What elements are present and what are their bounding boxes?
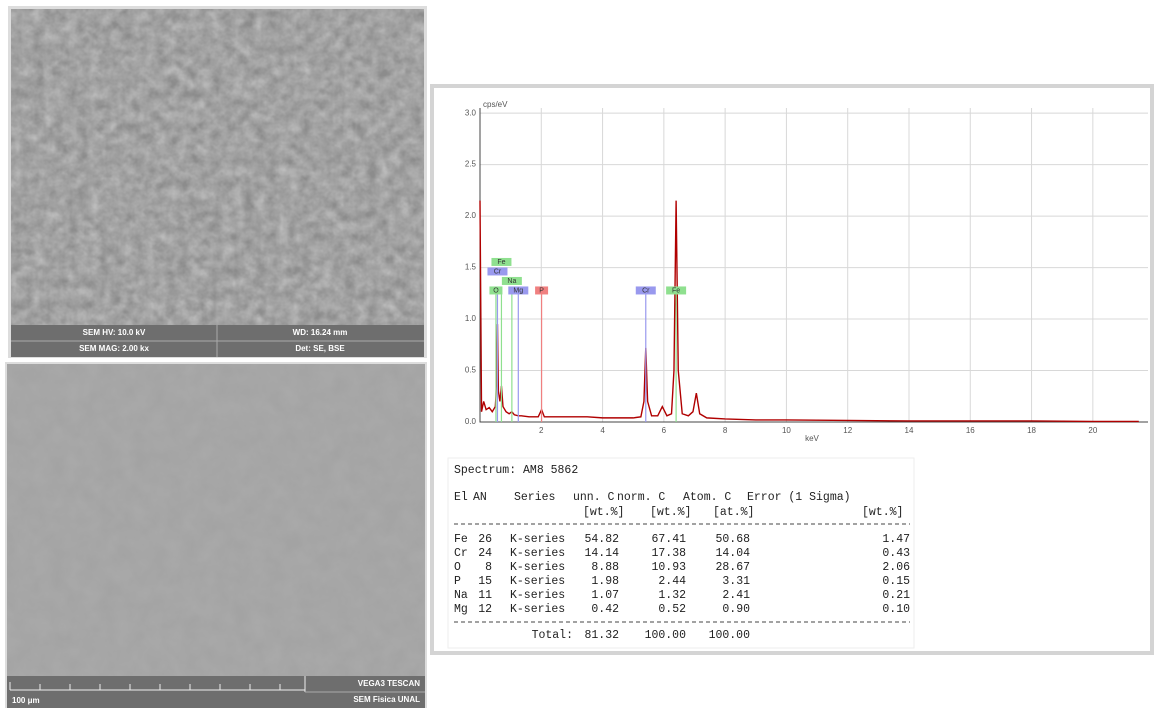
sem-hv: SEM HV: 10.0 kV <box>83 328 146 337</box>
table-cell: 26 <box>478 533 492 546</box>
table-cell: 1.32 <box>658 589 686 602</box>
table-cell: 0.52 <box>658 603 686 616</box>
table-unit: [at.%] <box>713 506 754 519</box>
table-unit: [wt.%] <box>583 506 624 519</box>
table-cell: 28.67 <box>715 561 750 574</box>
table-cell: K-series <box>510 547 565 560</box>
table-total: Total: <box>532 629 573 642</box>
figure: SEM HV: 10.0 kV WD: 16.24 mm SEM MAG: 2.… <box>0 0 1155 708</box>
sem-lab: SEM Fisica UNAL <box>353 695 420 704</box>
table-cell: 8.88 <box>591 561 619 574</box>
x-tick-label: 18 <box>1027 426 1036 435</box>
table-cell: 2.41 <box>722 589 750 602</box>
table-cell: 2.44 <box>658 575 686 588</box>
table-header: norm. C <box>617 491 665 504</box>
table-cell: K-series <box>510 603 565 616</box>
sem-vendor: VEGA3 TESCAN <box>358 679 420 688</box>
table-cell: 17.38 <box>651 547 686 560</box>
y-tick-label: 2.5 <box>465 160 477 169</box>
table-cell: 11 <box>478 589 492 602</box>
table-header: Atom. C <box>683 491 731 504</box>
table-cell: K-series <box>510 589 565 602</box>
x-tick-label: 4 <box>600 426 605 435</box>
sem-det: Det: SE, BSE <box>295 344 345 353</box>
element-label: Mg <box>513 287 523 294</box>
table-unit: [wt.%] <box>862 506 903 519</box>
y-tick-label: 0.5 <box>465 366 477 375</box>
y-tick-label: 1.5 <box>465 263 477 272</box>
table-cell: 1.07 <box>591 589 619 602</box>
table-title: Spectrum: AM8 5862 <box>454 464 578 477</box>
table-cell: 0.43 <box>882 547 910 560</box>
table-cell: O <box>454 561 461 574</box>
table-cell: 0.90 <box>722 603 750 616</box>
table-cell: 10.93 <box>651 561 686 574</box>
table-cell: 67.41 <box>651 533 686 546</box>
x-tick-label: 16 <box>966 426 975 435</box>
table-header: Error (1 Sigma) <box>747 491 851 504</box>
table-unit: [wt.%] <box>650 506 691 519</box>
table-cell: K-series <box>510 533 565 546</box>
x-tick-label: 12 <box>843 426 852 435</box>
table-cell: 0.15 <box>882 575 910 588</box>
table-cell: K-series <box>510 561 565 574</box>
y-tick-label: 2.0 <box>465 211 477 220</box>
table-total: 100.00 <box>709 629 751 642</box>
y-tick-label: 3.0 <box>465 108 477 117</box>
element-label: Cr <box>494 268 502 275</box>
table-header: El <box>454 491 468 504</box>
y-tick-label: 1.0 <box>465 314 477 323</box>
table-cell: 2.06 <box>882 561 910 574</box>
element-label: Na <box>507 278 516 285</box>
element-label: P <box>539 287 544 294</box>
element-label: O <box>493 287 499 294</box>
table-cell: 0.42 <box>591 603 619 616</box>
sem-wd: WD: 16.24 mm <box>293 328 348 337</box>
table-header: AN <box>473 491 487 504</box>
table-cell: P <box>454 575 461 588</box>
sem-texture <box>7 364 425 676</box>
x-tick-label: 8 <box>723 426 728 435</box>
x-axis-label: keV <box>805 434 819 443</box>
table-total: 81.32 <box>584 629 619 642</box>
table-cell: 24 <box>478 547 492 560</box>
x-tick-label: 14 <box>905 426 914 435</box>
table-cell: 1.47 <box>882 533 910 546</box>
table-cell: Cr <box>454 547 468 560</box>
table-cell: 12 <box>478 603 492 616</box>
table-cell: Na <box>454 589 468 602</box>
table-cell: 3.31 <box>722 575 750 588</box>
y-axis-label: cps/eV <box>483 100 508 109</box>
sem-texture <box>11 9 424 325</box>
table-cell: 1.98 <box>591 575 619 588</box>
element-label: Fe <box>672 287 680 294</box>
table-cell: 54.82 <box>584 533 619 546</box>
table-total: 100.00 <box>645 629 687 642</box>
x-tick-label: 6 <box>662 426 667 435</box>
table-cell: 50.68 <box>715 533 750 546</box>
element-label: Cr <box>642 287 650 294</box>
table-cell: 15 <box>478 575 492 588</box>
table-cell: 8 <box>485 561 492 574</box>
x-tick-label: 2 <box>539 426 544 435</box>
table-cell: Fe <box>454 533 468 546</box>
x-tick-label: 10 <box>782 426 791 435</box>
y-tick-label: 0.0 <box>465 417 477 426</box>
element-label: Fe <box>497 259 505 266</box>
table-header: unn. C <box>573 491 615 504</box>
x-tick-label: 20 <box>1088 426 1097 435</box>
table-cell: K-series <box>510 575 565 588</box>
table-cell: Mg <box>454 603 468 616</box>
table-cell: 0.21 <box>882 589 910 602</box>
sem-scale: 100 μm <box>12 696 40 705</box>
table-header: Series <box>514 491 555 504</box>
sem-mag: SEM MAG: 2.00 kx <box>79 344 149 353</box>
table-cell: 14.14 <box>584 547 619 560</box>
table-cell: 0.10 <box>882 603 910 616</box>
table-cell: 14.04 <box>715 547 750 560</box>
